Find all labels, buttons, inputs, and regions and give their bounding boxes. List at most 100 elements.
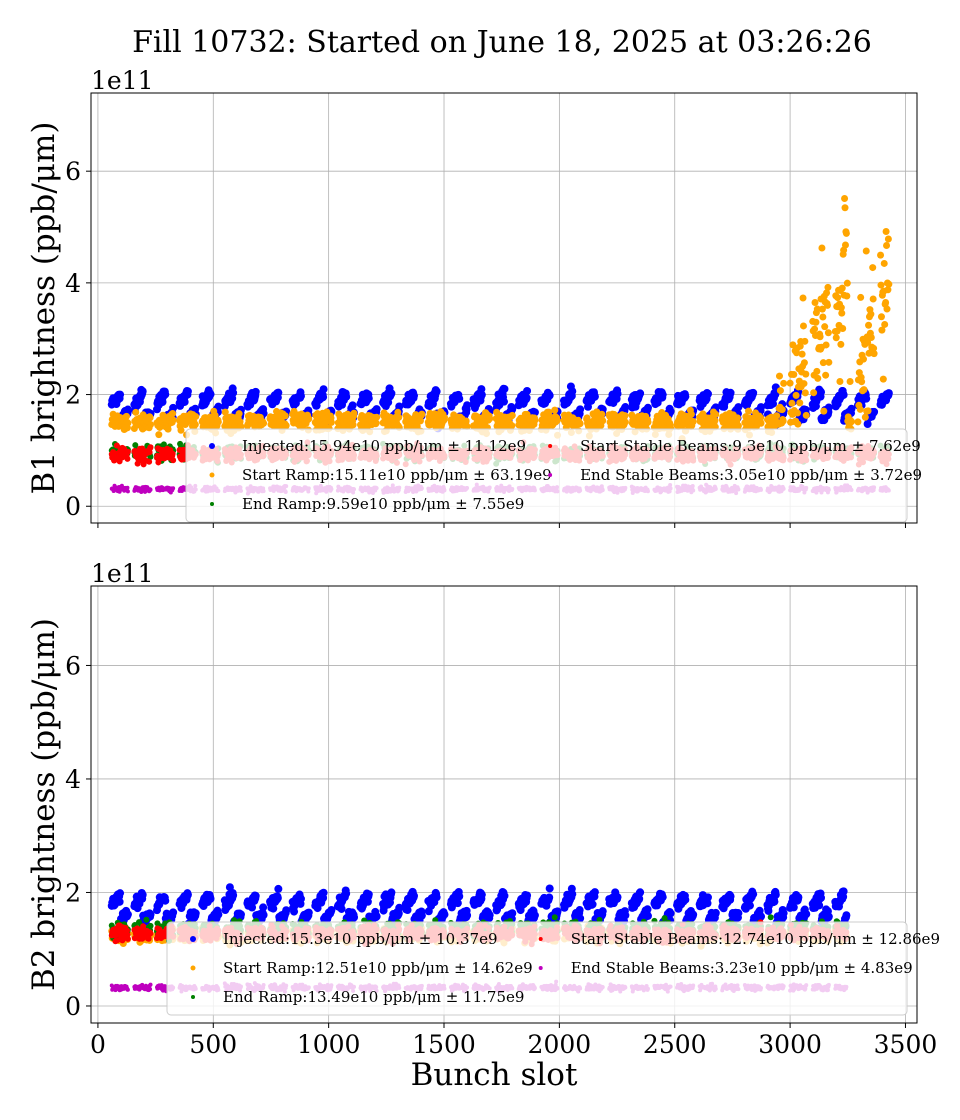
point [883,241,891,249]
point [192,413,200,421]
point [745,407,753,415]
point [726,388,735,397]
point [395,402,404,411]
point [857,293,865,301]
point [621,412,629,420]
point [817,388,826,397]
point [348,401,357,410]
point [880,259,888,267]
point [576,405,585,414]
point [879,375,887,383]
point [799,322,807,330]
point [793,409,801,417]
point [839,390,848,399]
point [553,417,561,425]
point [170,457,177,464]
point [124,419,132,427]
point [881,320,889,328]
point [811,325,819,333]
point [877,251,885,259]
point [319,393,328,402]
point [206,390,215,399]
point [687,410,695,418]
point [800,380,808,388]
point [455,394,464,403]
point [854,418,862,426]
point [863,419,872,428]
point [790,370,798,378]
point [877,281,885,289]
point [757,403,766,412]
point [862,247,870,255]
point [260,419,268,427]
point [508,422,516,430]
point [798,350,806,358]
point [846,378,854,386]
point [823,301,831,309]
point [802,411,810,419]
point [177,426,185,434]
point [282,421,290,429]
point [373,413,381,421]
point [523,386,532,395]
point [856,405,864,413]
point [621,403,630,412]
point [843,279,851,287]
point [164,425,172,433]
point [825,358,833,366]
point [432,387,441,396]
point [882,298,890,306]
point [837,340,845,348]
point [792,391,800,399]
point [274,388,283,397]
point [161,390,170,399]
point [147,444,154,451]
point [749,388,758,397]
point [169,450,176,457]
point [372,405,381,414]
point [703,389,712,398]
point [822,371,830,379]
point [116,390,125,399]
point [666,407,675,416]
point [870,350,878,358]
point [796,399,804,407]
point [598,410,606,418]
point [418,410,426,418]
point [410,391,419,400]
point [862,394,871,403]
point [867,310,875,318]
point [229,388,238,397]
point [643,403,652,412]
point [832,334,840,342]
point [778,406,786,414]
point [463,401,472,410]
point [786,379,794,387]
point [387,389,396,398]
point [858,378,866,386]
point [734,422,742,430]
point [801,389,809,397]
point [305,415,313,423]
point [500,397,508,406]
point [180,397,189,406]
point [296,392,305,401]
point [841,204,849,212]
point [123,412,131,420]
point [885,280,893,288]
point [836,378,844,386]
point [811,299,819,307]
point [132,408,140,416]
point [350,409,358,417]
point [847,404,856,413]
point [486,415,494,423]
point [869,264,877,272]
point [440,414,448,422]
point [568,387,577,396]
point [500,384,509,393]
point [771,390,780,399]
point [214,402,223,411]
point [689,418,697,426]
